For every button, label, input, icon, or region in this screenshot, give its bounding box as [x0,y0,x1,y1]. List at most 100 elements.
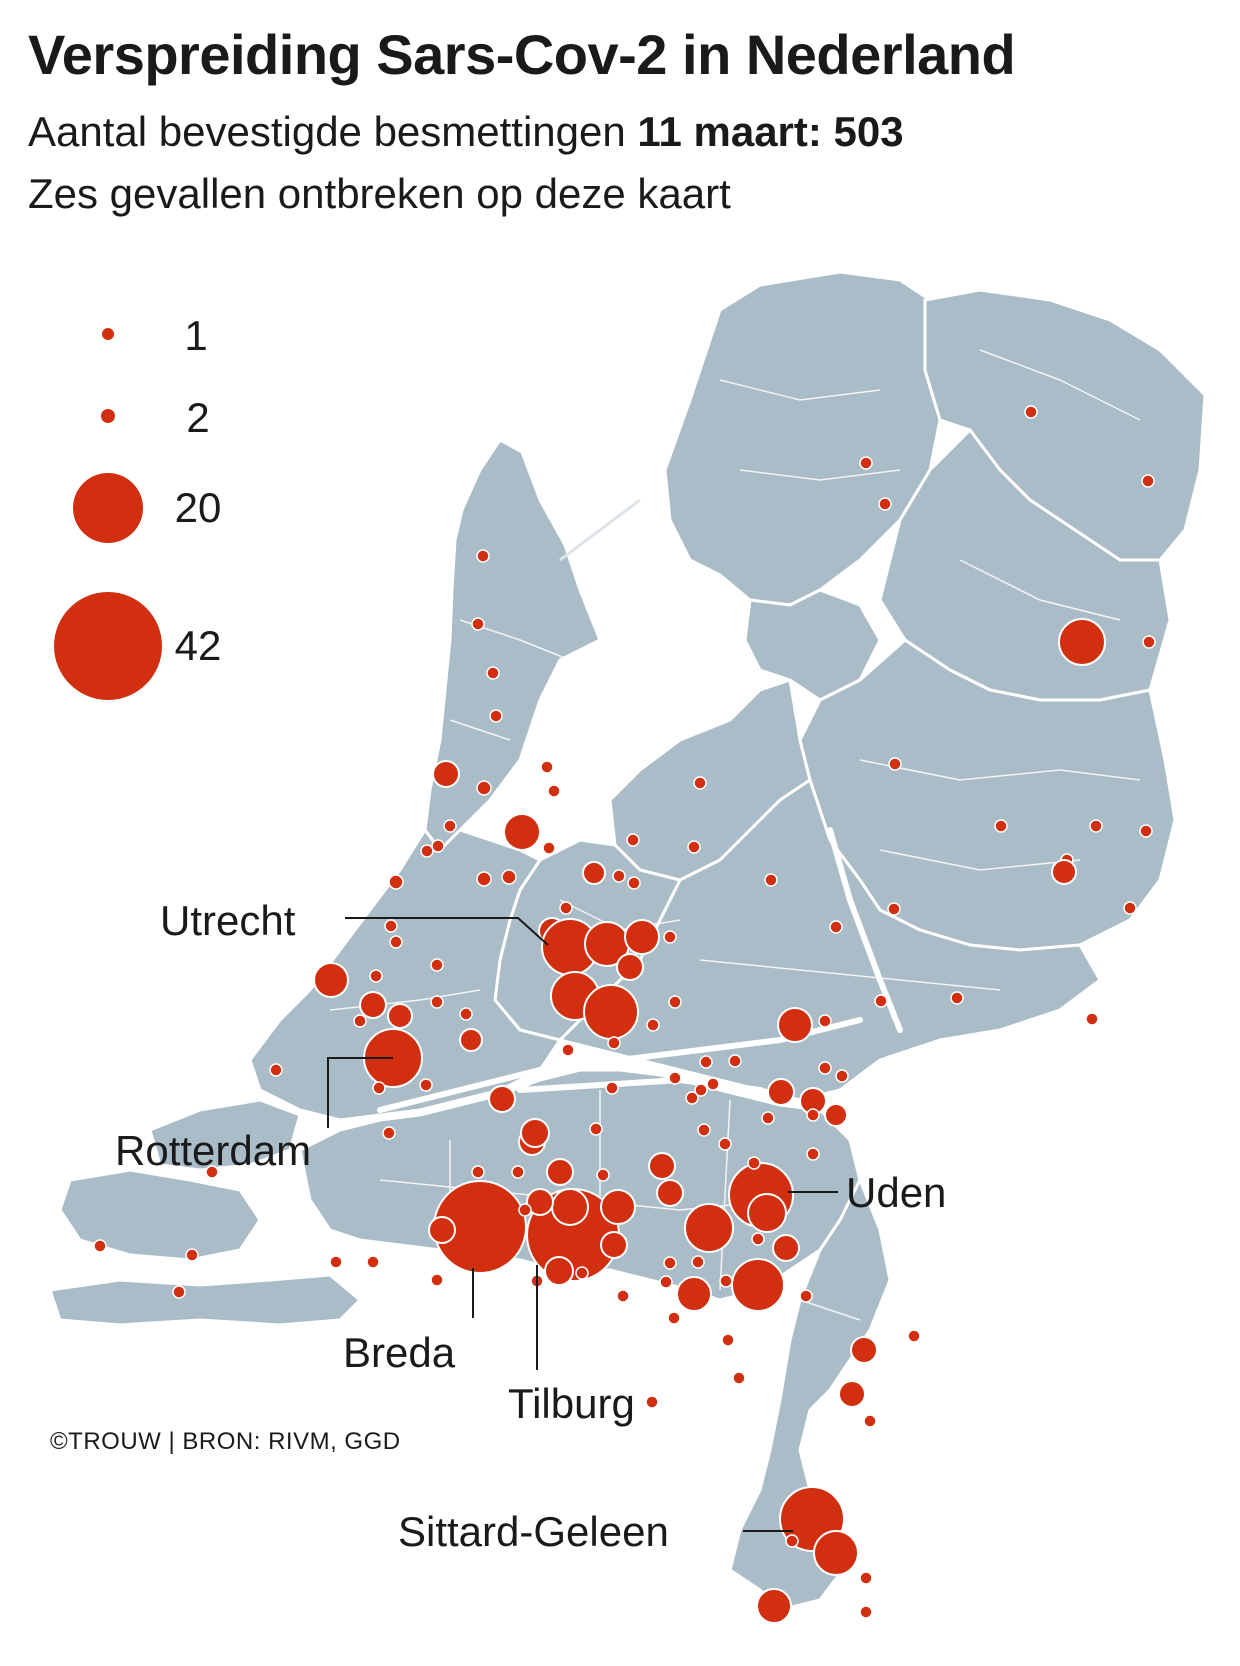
case-dot [659,1275,673,1289]
case-dot [818,1014,832,1028]
case-dot [706,1077,720,1091]
case-dot [648,1152,676,1180]
legend-label-20: 20 [175,484,222,531]
case-dot [540,760,554,774]
case-dot [607,1036,621,1050]
case-dot [605,1081,619,1095]
case-dot [863,1414,877,1428]
case-dot [596,1168,610,1182]
case-dot [501,869,517,885]
case-dot [1058,618,1106,666]
case-dot [526,1188,554,1216]
case-dot [676,1276,712,1312]
case-dot [767,1078,795,1106]
case-dot [366,1255,380,1269]
province-gelderland [558,778,1102,1102]
case-dot [838,1380,866,1408]
case-dot [624,919,660,955]
leader-lines [327,917,838,1532]
waddenzee-dike [559,498,641,562]
case-dot [874,994,888,1008]
case-dot [589,1122,603,1136]
inland-water [559,498,641,562]
muni-line [799,1299,861,1321]
case-dot [561,1043,575,1057]
case-dot [471,1165,485,1179]
case-dot [476,871,492,887]
case-dot [1051,859,1077,885]
subtitle-prefix: Aantal bevestigde besmettingen [28,108,638,155]
case-dot [645,1395,659,1409]
case-dot [656,1179,684,1207]
case-dot [687,840,701,854]
case-dot [824,1103,848,1127]
case-dot [369,969,383,983]
case-dot [372,1081,386,1095]
case-dot [667,1311,681,1325]
case-dot [756,1588,792,1624]
case-dot [1142,635,1156,649]
rotterdam-leader [327,1057,393,1128]
case-dot [859,1605,873,1619]
case-dot [627,876,641,890]
case-dot [907,1329,921,1343]
label-utrecht: Utrecht [160,897,296,944]
muni-line [739,469,901,481]
case-dot [626,833,640,847]
case-dot [205,1165,219,1179]
label-rotterdam: Rotterdam [115,1127,311,1174]
dots-layer [93,405,1156,1624]
map-title: Verspreiding Sars-Cov-2 in Nederland [28,23,1016,86]
case-dot [684,1203,734,1253]
case-dot [685,1091,699,1105]
case-dot [691,1255,705,1269]
case-dot [542,841,556,855]
case-dot [785,1534,799,1548]
case-dot [432,760,460,788]
province-zeeland-north [148,1098,302,1172]
case-dot [663,1256,677,1270]
case-dot [616,953,644,981]
case-dot [443,819,457,833]
case-dot [428,1216,456,1244]
case-dot [728,1054,742,1068]
case-dot [353,1014,367,1028]
case-dot [747,1156,761,1170]
case-dot [806,1108,820,1122]
muni-line [859,759,1141,781]
case-dot [772,1234,800,1262]
case-dot [693,776,707,790]
case-dot [859,1571,873,1585]
case-dot [1139,824,1153,838]
case-dot [887,902,901,916]
case-dot [751,1232,765,1246]
case-dot [719,1274,733,1288]
case-dot [582,861,606,885]
case-dot [459,1007,473,1021]
source-credit: ©TROUW | BRON: RIVM, GGD [50,1428,401,1455]
case-dot [384,919,398,933]
case-dot [420,844,434,858]
case-dot [269,1063,283,1077]
case-dot [829,920,843,934]
case-dot [1085,1012,1099,1026]
case-dot [1123,901,1137,915]
legend-dot-42 [54,592,162,700]
case-dot [878,497,892,511]
case-dot [1089,819,1103,833]
case-dot [663,930,677,944]
label-uden: Uden [846,1169,946,1216]
case-dot [329,1255,343,1269]
case-dot [313,962,349,998]
label-breda: Breda [343,1329,456,1376]
case-dot [764,873,778,887]
utrecht-leader [345,917,549,946]
label-tilburg: Tilburg [508,1380,635,1427]
province-zeeland-middle [58,1168,262,1262]
case-dot [546,1158,574,1186]
province-noord-holland [423,438,602,852]
case-dot [488,1085,516,1113]
map-subtitle: Aantal bevestigde besmettingen 11 maart:… [28,108,904,156]
label-sittard: Sittard-Geleen [398,1508,669,1555]
case-dot [359,991,387,1019]
